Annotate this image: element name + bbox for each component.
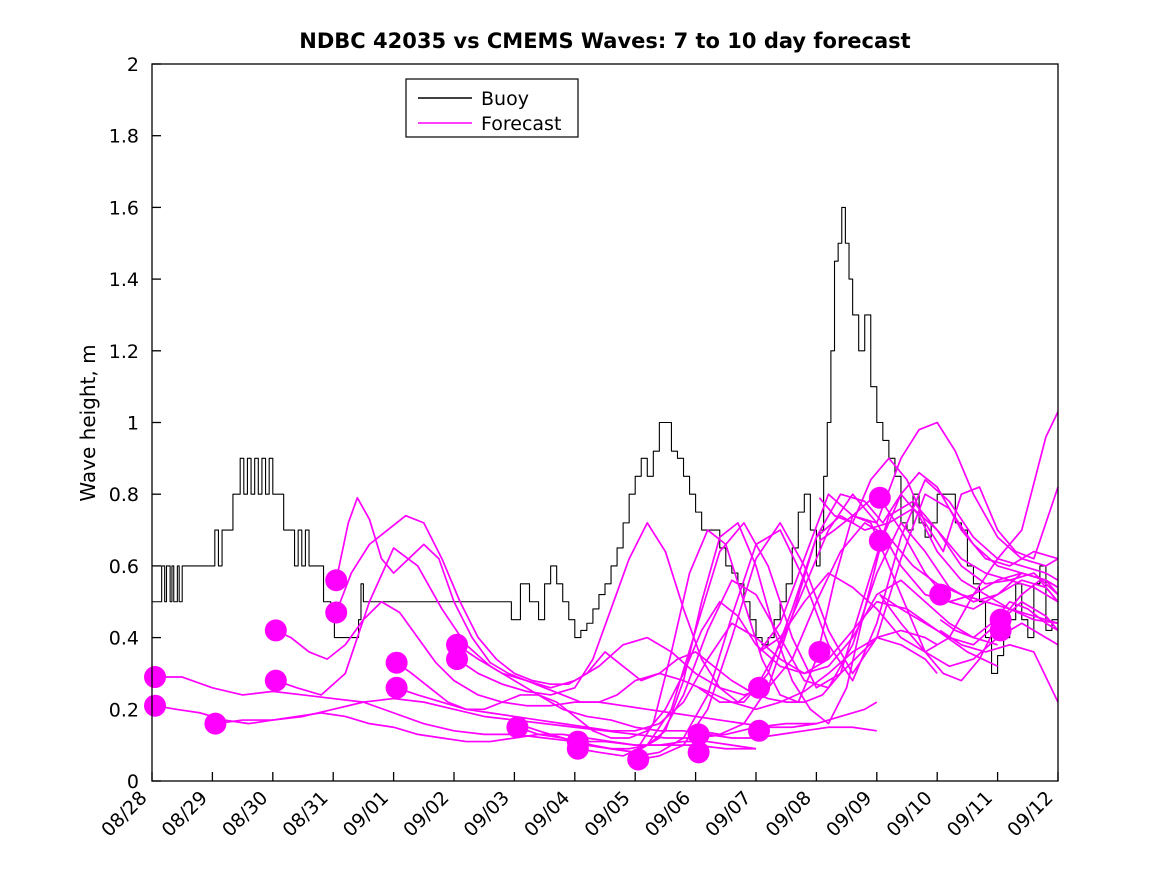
y-tick-label: 0.2 [109, 699, 139, 721]
series-line [577, 493, 1059, 750]
forecast-start-marker [748, 676, 771, 699]
forecast-start-marker [446, 648, 469, 671]
y-axis-label: Wave height, m [76, 344, 100, 501]
forecast-start-marker [748, 719, 771, 742]
series-line [879, 579, 1059, 646]
series-line [154, 704, 757, 750]
legend-background [405, 78, 579, 138]
legend-label-buoy: Buoy [481, 88, 529, 110]
forecast-start-marker [264, 619, 287, 642]
y-tick-label: 1.4 [109, 269, 139, 291]
forecast-start-marker [204, 712, 227, 735]
series-line [758, 421, 1059, 653]
chart-title: NDBC 42035 vs CMEMS Waves: 7 to 10 day f… [299, 29, 910, 53]
forecast-start-marker [506, 716, 529, 739]
forecast-start-marker [868, 529, 891, 552]
series-line [818, 457, 1059, 560]
series-line [152, 206, 1059, 674]
plot-frame [151, 63, 1059, 782]
y-tick-label: 2 [127, 54, 139, 76]
y-tick-label: 0.6 [109, 556, 139, 578]
y-tick-label: 1.2 [109, 341, 139, 363]
series-line [758, 411, 1059, 653]
y-tick-label: 1.6 [109, 197, 139, 219]
series-line [577, 500, 1059, 757]
y-tick-label: 1 [127, 413, 139, 435]
series-line [396, 579, 998, 732]
forecast-start-marker [385, 676, 408, 699]
y-tick-label: 0.8 [109, 484, 139, 506]
forecast-start-marker [385, 651, 408, 674]
y-tick-label: 0.4 [109, 628, 139, 650]
forecast-start-marker [687, 741, 710, 764]
forecast-start-marker [687, 723, 710, 746]
forecast-start-marker [989, 619, 1012, 642]
y-tick-label: 1.8 [109, 126, 139, 148]
chart-legend[interactable]: Buoy Forecast [405, 78, 579, 138]
series-line [275, 600, 878, 729]
forecast-start-marker [929, 583, 952, 606]
series-line [335, 496, 938, 711]
forecast-start-marker [808, 640, 831, 663]
y-tick-label: 0 [127, 771, 139, 793]
series-line [698, 507, 1059, 736]
forecast-start-marker [144, 694, 167, 717]
forecast-start-marker [264, 669, 287, 692]
series-line [638, 493, 1059, 761]
series-line [939, 629, 1059, 703]
forecast-start-marker [325, 601, 348, 624]
forecast-start-marker [144, 666, 167, 689]
series-line [879, 594, 1059, 668]
series-line [335, 514, 938, 703]
series-line [275, 547, 877, 739]
forecast-start-marker [325, 569, 348, 592]
series-line [396, 600, 998, 739]
chart-series-layer [152, 206, 1059, 761]
forecast-start-marker [627, 748, 650, 771]
legend-label-forecast: Forecast [481, 113, 561, 135]
y-axis-ticks: 0 0.2 0.4 0.6 0.8 1 1.2 1.4 1.6 1.8 2 [109, 54, 161, 793]
forecast-start-marker [868, 486, 891, 509]
forecast-start-marker [566, 737, 589, 760]
forecast-start-markers [144, 486, 1012, 771]
